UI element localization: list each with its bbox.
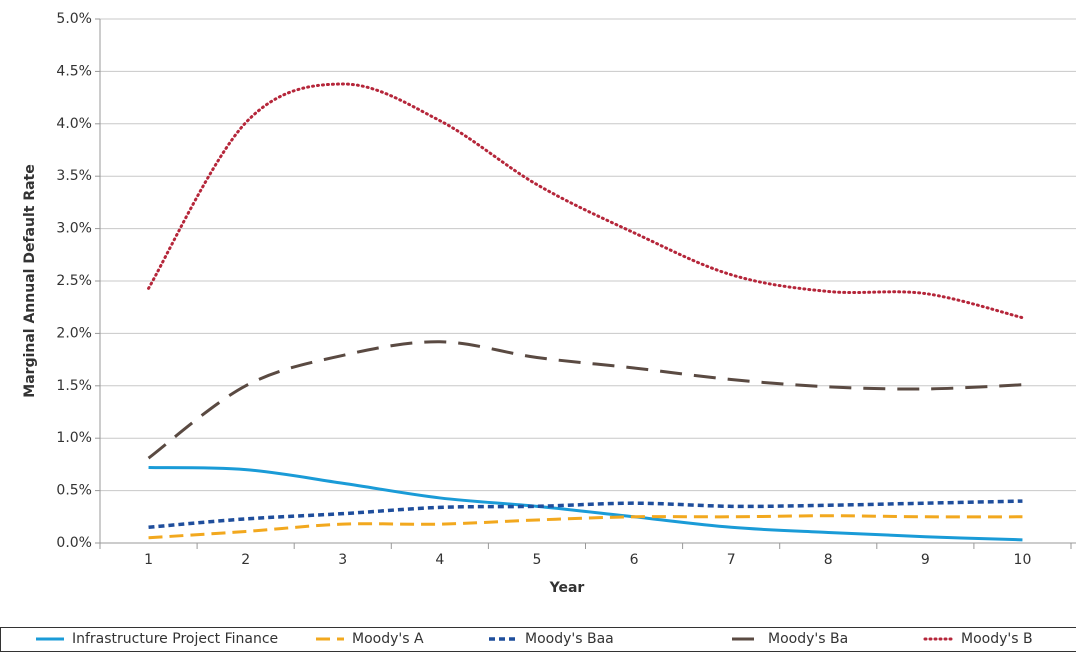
y-tick-label: 0.0% bbox=[56, 535, 92, 551]
x-tick-label: 7 bbox=[727, 552, 736, 568]
x-tick-label: 3 bbox=[338, 552, 347, 568]
legend-label: Moody's A bbox=[352, 631, 424, 647]
y-tick-label: 4.0% bbox=[56, 116, 92, 132]
legend-box bbox=[0, 627, 1076, 652]
legend-label: Moody's B bbox=[961, 631, 1033, 647]
legend-label: Moody's Baa bbox=[525, 631, 614, 647]
y-tick-label: 3.5% bbox=[56, 168, 92, 184]
x-tick-label: 6 bbox=[630, 552, 639, 568]
series-line bbox=[147, 340, 1023, 460]
x-tick-label: 5 bbox=[532, 552, 541, 568]
x-tick-label: 8 bbox=[824, 552, 833, 568]
x-tick-label: 1 bbox=[144, 552, 153, 568]
y-tick-label: 1.5% bbox=[56, 378, 92, 394]
x-tick-label: 9 bbox=[921, 552, 930, 568]
x-axis-title: Year bbox=[549, 580, 585, 596]
y-tick-label: 1.0% bbox=[56, 430, 92, 446]
y-tick-label: 0.5% bbox=[56, 483, 92, 499]
y-tick-label: 2.5% bbox=[56, 273, 92, 289]
series-line bbox=[148, 466, 1023, 542]
series-line bbox=[147, 82, 1024, 320]
y-tick-label: 5.0% bbox=[56, 11, 92, 27]
series-line bbox=[148, 499, 1023, 530]
legend-label: Moody's Ba bbox=[768, 631, 848, 647]
y-tick-label: 4.5% bbox=[56, 63, 92, 79]
x-tick-label: 10 bbox=[1014, 552, 1032, 568]
x-tick-label: 2 bbox=[241, 552, 250, 568]
x-tick-label: 4 bbox=[435, 552, 444, 568]
y-tick-label: 3.0% bbox=[56, 221, 92, 237]
y-tick-label: 2.0% bbox=[56, 325, 92, 341]
y-axis-title: Marginal Annual Default Rate bbox=[22, 164, 38, 397]
legend-label: Infrastructure Project Finance bbox=[72, 631, 278, 647]
